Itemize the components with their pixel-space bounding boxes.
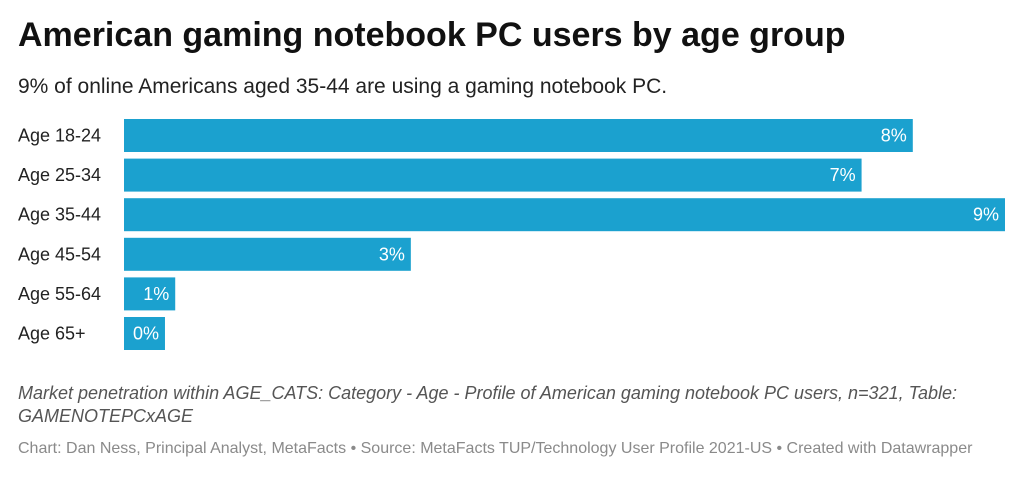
bar bbox=[124, 158, 862, 192]
bar bbox=[124, 237, 411, 271]
value-label: 7% bbox=[830, 165, 856, 185]
bar-chart: Age 18-24 8% Age 25-34 7% Age 35-44 9% Age 45-… bbox=[18, 119, 1005, 350]
value-label: 9% bbox=[973, 205, 999, 225]
chart-notes: Market penetration within AGE_CATS: Cate… bbox=[18, 383, 957, 426]
category-label: Age 65+ bbox=[18, 324, 86, 344]
value-label: 1% bbox=[143, 284, 169, 304]
chart-title: American gaming notebook PC users by age… bbox=[18, 16, 846, 54]
bar bbox=[124, 119, 913, 152]
bar bbox=[124, 317, 165, 350]
category-label: Age 55-64 bbox=[18, 284, 101, 304]
value-label: 0% bbox=[133, 324, 159, 344]
chart-byline: Chart: Dan Ness, Principal Analyst, Meta… bbox=[18, 440, 973, 457]
category-label: Age 18-24 bbox=[18, 126, 101, 146]
category-label: Age 45-54 bbox=[18, 244, 101, 264]
value-label: 8% bbox=[881, 126, 907, 146]
category-label: Age 25-34 bbox=[18, 165, 101, 185]
category-label: Age 35-44 bbox=[18, 205, 101, 225]
bar bbox=[124, 277, 176, 311]
bar bbox=[124, 198, 1005, 232]
value-label: 3% bbox=[379, 244, 405, 264]
chart-subtitle: 9% of online Americans aged 35-44 are us… bbox=[18, 75, 668, 98]
